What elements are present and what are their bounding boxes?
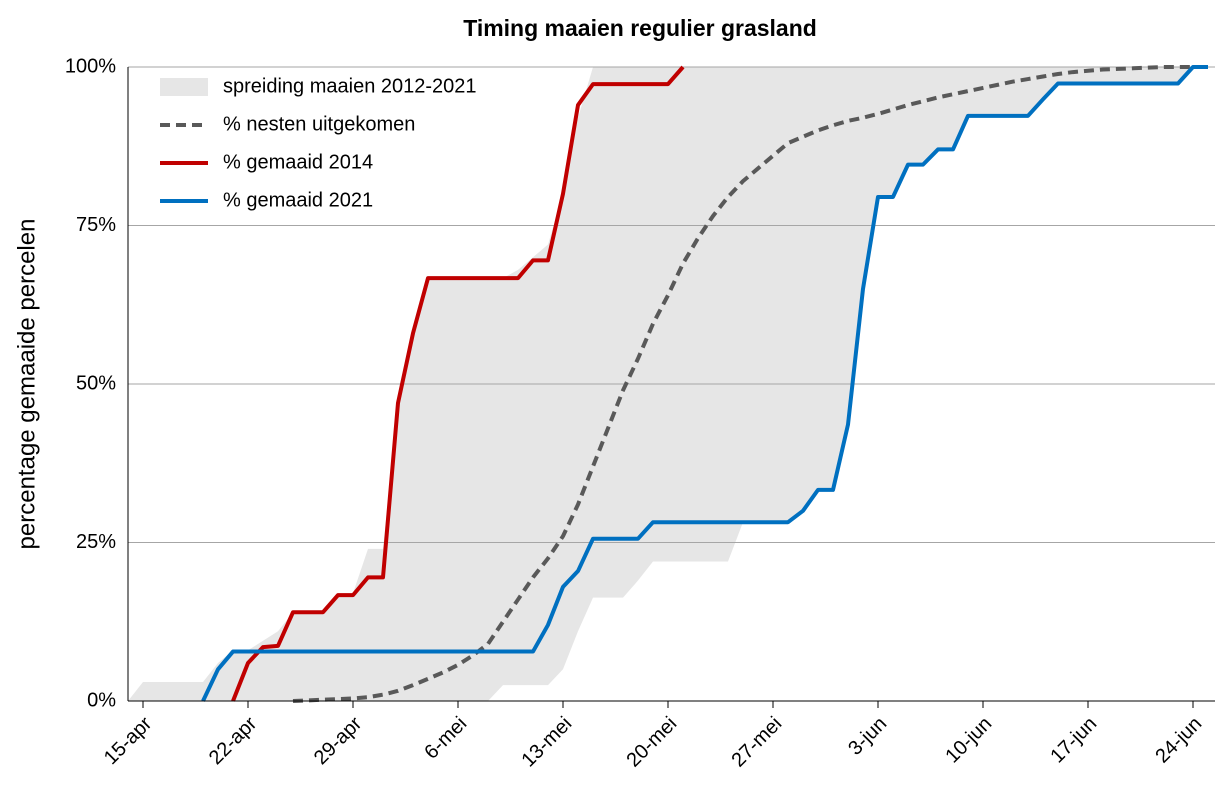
- y-tick-label: 25%: [76, 531, 116, 553]
- x-tick-label: 6-mei: [420, 713, 471, 764]
- x-tick-label: 3-jun: [844, 713, 891, 760]
- x-tick-label: 17-jun: [1046, 713, 1101, 768]
- x-tick-label: 27-mei: [727, 713, 786, 772]
- x-tick-label: 10-jun: [941, 713, 996, 768]
- y-tick-label: 0%: [87, 689, 116, 711]
- legend-label: % nesten uitgekomen: [223, 113, 415, 135]
- y-axis-title: percentage gemaaide percelen: [13, 219, 40, 550]
- legend-label: % gemaaid 2021: [223, 189, 373, 211]
- x-tick-label: 22-apr: [205, 712, 262, 769]
- legend-swatch: [160, 78, 208, 96]
- chart-title: Timing maaien regulier grasland: [463, 15, 817, 41]
- x-tick-label: 24-jun: [1151, 713, 1206, 768]
- series-line: [201, 65, 1208, 702]
- series-line: [231, 65, 685, 702]
- y-tick-label: 75%: [76, 214, 116, 236]
- x-tick-label: 20-mei: [622, 713, 681, 772]
- series-line: [292, 65, 1208, 703]
- x-tick-label: 29-apr: [310, 712, 367, 769]
- legend-label: spreiding maaien 2012-2021: [223, 75, 477, 97]
- legend-label: % gemaaid 2014: [223, 151, 373, 173]
- y-tick-label: 100%: [65, 55, 116, 77]
- x-tick-label: 13-mei: [517, 713, 576, 772]
- x-tick-label: 15-apr: [100, 712, 157, 769]
- y-tick-label: 50%: [76, 372, 116, 394]
